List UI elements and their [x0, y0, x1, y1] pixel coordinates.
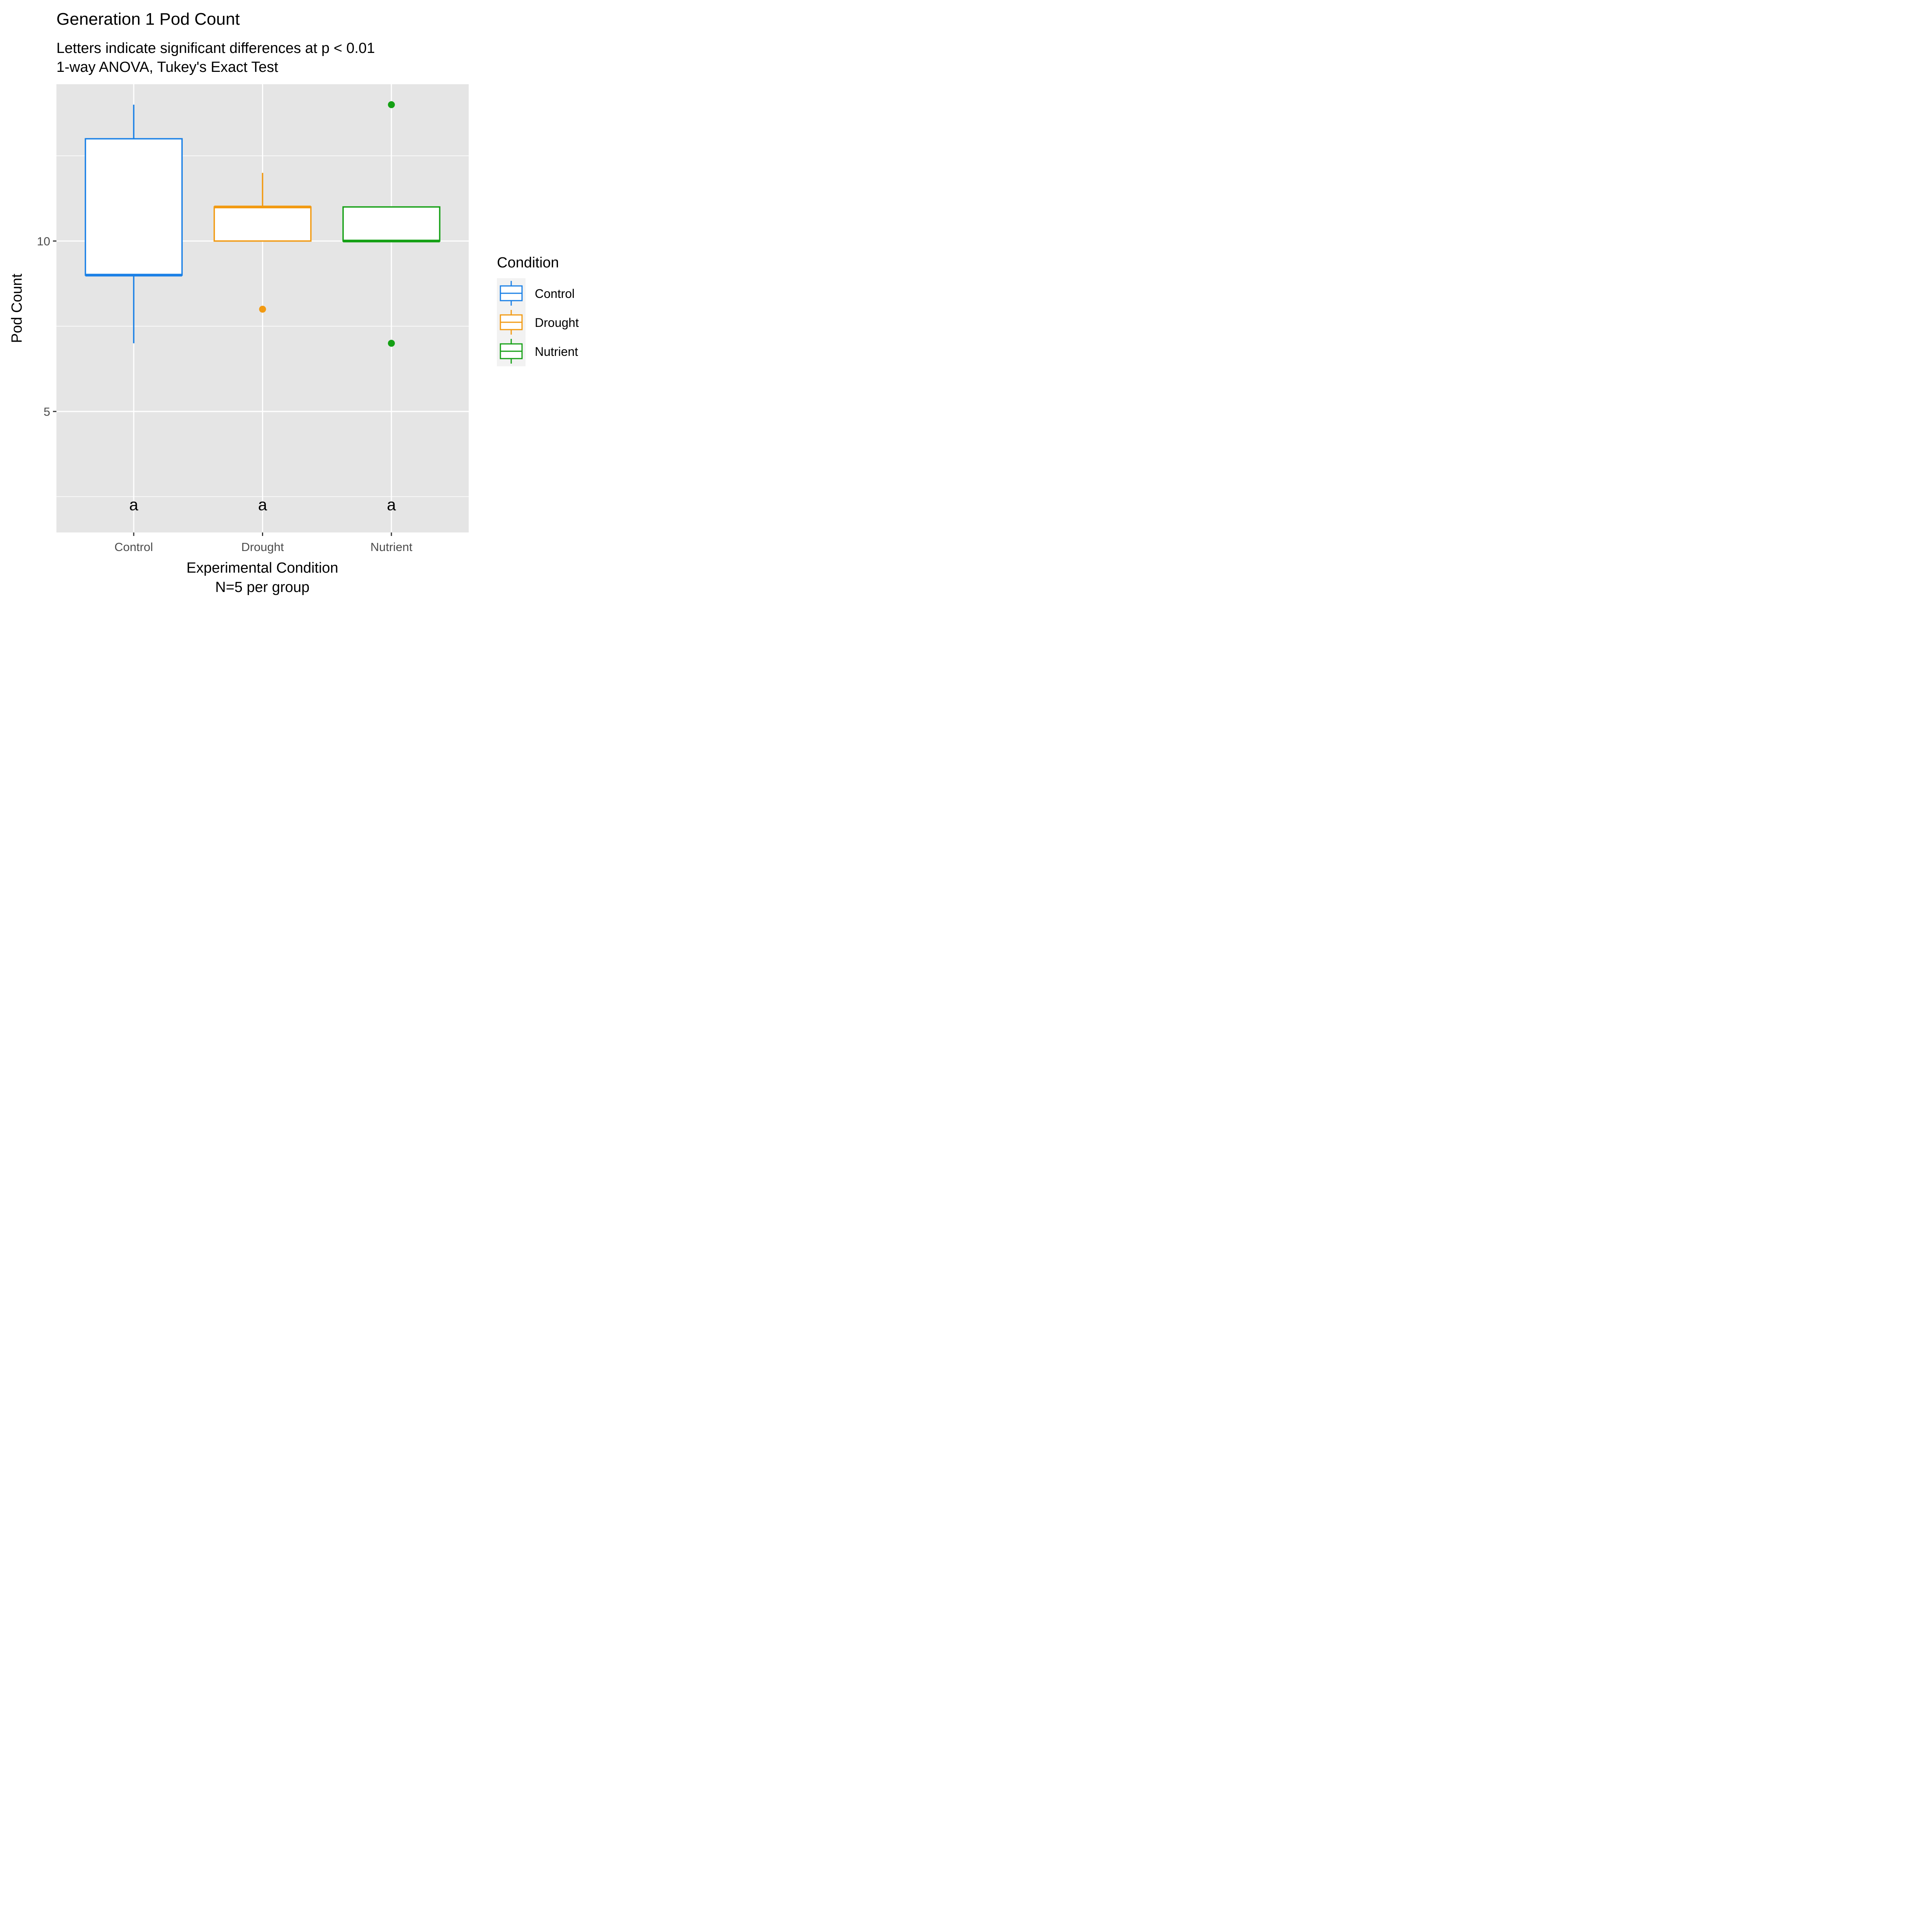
box	[85, 138, 183, 276]
box	[213, 206, 312, 242]
boxplot-nutrient: a	[342, 101, 440, 514]
significance-letter: a	[258, 496, 267, 514]
boxplot-control: a	[85, 104, 183, 514]
outlier-point-1	[388, 340, 395, 347]
legend-item-nutrient: Nutrient	[500, 339, 578, 364]
significance-letter: a	[387, 496, 396, 514]
y-axis-label: Pod Count	[9, 274, 25, 343]
significance-letter: a	[129, 496, 138, 514]
x-tick-label-2: Nutrient	[371, 540, 413, 554]
legend-item-drought: Drought	[500, 310, 579, 335]
outlier-point-0	[259, 306, 266, 313]
x-axis-label-line-1: Experimental Condition	[187, 560, 338, 576]
legend-label: Drought	[535, 316, 579, 330]
outlier-point-0	[388, 101, 395, 108]
box	[342, 206, 440, 242]
x-tick-label-0: Control	[114, 540, 153, 554]
legend-label: Nutrient	[535, 345, 578, 359]
legend-label: Control	[535, 287, 575, 301]
x-tick-label-1: Drought	[241, 540, 284, 554]
legend-title: Condition	[497, 255, 559, 271]
chart-title: Generation 1 Pod Count	[56, 10, 240, 29]
chart: Generation 1 Pod Count Letters indicate …	[9, 10, 579, 595]
axes: 5 10 Control Drought Nutrient	[37, 235, 413, 554]
chart-subtitle-line-2: 1-way ANOVA, Tukey's Exact Test	[56, 59, 278, 75]
y-tick-label-1: 10	[37, 235, 50, 248]
x-axis-label-line-2: N=5 per group	[215, 579, 310, 595]
chart-subtitle-line-1: Letters indicate significant differences…	[56, 40, 375, 56]
legend-item-control: Control	[500, 281, 575, 306]
y-tick-label-0: 5	[44, 405, 50, 418]
boxplot-drought: a	[213, 173, 312, 514]
legend: Condition Control Drought Nutrient	[497, 255, 579, 366]
